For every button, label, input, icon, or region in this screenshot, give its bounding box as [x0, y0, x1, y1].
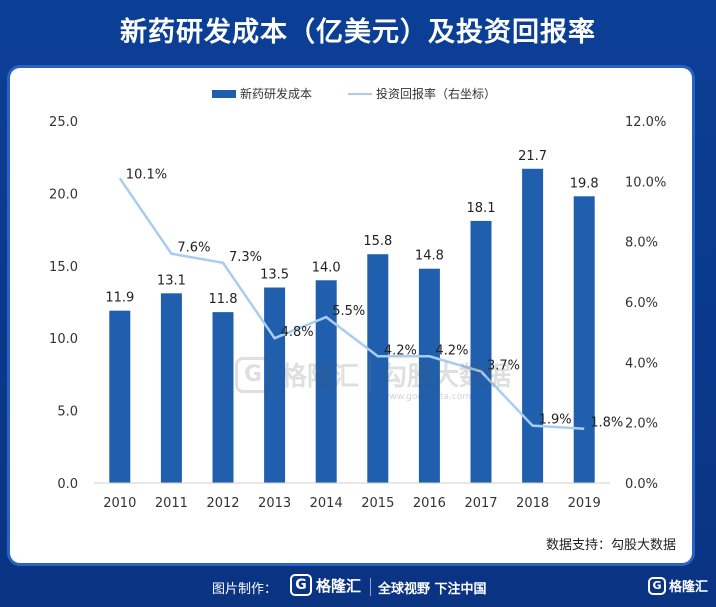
footer-divider — [370, 578, 371, 596]
line-data-label: 4.8% — [281, 325, 314, 340]
y2-tick-label: 6.0% — [625, 296, 658, 311]
corner-logo: G 格隆汇 — [647, 576, 708, 595]
legend-line-label: 投资回报率（右坐标） — [376, 86, 496, 101]
x-tick-label: 2011 — [155, 496, 188, 511]
bar-data-label: 15.8 — [363, 234, 392, 249]
bar-data-label: 21.7 — [518, 149, 547, 164]
x-tick-label: 2013 — [258, 496, 291, 511]
roi-line — [118, 177, 585, 430]
line-data-label: 4.2% — [384, 343, 417, 358]
bar-data-label: 11.8 — [209, 292, 238, 307]
watermark-url: www.gogudata.com — [382, 392, 472, 402]
chart-svg: 新药研发成本 投资回报率（右坐标） 0.0 5.0 10.0 15.0 20.0 25.0 0.… — [49, 86, 666, 511]
x-tick-label: 2016 — [413, 496, 446, 511]
corner-logo-icon: G — [647, 576, 666, 595]
slogan: 全球视野 下注中国 — [378, 582, 487, 597]
y2-tick-label: 2.0% — [625, 417, 658, 432]
bar — [418, 268, 440, 483]
y2-tick-label: 10.0% — [625, 175, 666, 190]
corner-logo-text: 格隆汇 — [668, 580, 708, 595]
x-tick-label: 2017 — [464, 496, 497, 511]
gelonghui-logo: G 格隆汇 — [290, 574, 361, 596]
bar-data-label: 19.8 — [570, 176, 599, 191]
y-tick-label: 5.0 — [57, 405, 78, 420]
line-data-label: 3.7% — [487, 358, 520, 373]
bar — [315, 280, 337, 483]
line-data-label: 5.5% — [332, 304, 365, 319]
watermark-divider — [369, 357, 372, 392]
y-tick-label: 15.0 — [49, 260, 78, 275]
bar-data-label: 13.5 — [260, 268, 289, 283]
y-tick-label: 20.0 — [49, 187, 78, 202]
bar — [522, 168, 544, 483]
chart-panel: 新药研发成本 投资回报率（右坐标） 0.0 5.0 10.0 15.0 20.0 25.0 0.… — [10, 68, 692, 563]
line-data-label: 4.2% — [435, 343, 468, 358]
data-source: 数据支持：勾股大数据 — [545, 538, 676, 553]
line-data-label: 1.9% — [539, 413, 572, 428]
x-tick-label: 2010 — [103, 496, 136, 511]
made-by-label: 图片制作： — [212, 582, 278, 597]
watermark: G 格隆汇 勾股大数据 — [235, 356, 511, 393]
line-data-label: 7.3% — [229, 250, 262, 265]
bar-data-label: 13.1 — [157, 273, 186, 288]
footer: 图片制作： G 格隆汇 全球视野 下注中国 G 格隆汇 — [0, 568, 716, 607]
watermark-left-text: 格隆汇 — [281, 362, 360, 392]
line-data-label: 1.8% — [590, 416, 623, 431]
legend-bar-swatch — [212, 90, 236, 98]
gelonghui-logo-icon: G — [290, 574, 312, 596]
bar — [160, 293, 182, 483]
y2-tick-label: 0.0% — [625, 477, 658, 492]
line-data-label: 10.1% — [126, 167, 167, 182]
watermark-logo-icon: G — [235, 356, 271, 393]
y-tick-label: 10.0 — [49, 332, 78, 347]
chart-title: 新药研发成本（亿美元）及投资回报率 — [120, 17, 596, 48]
x-tick-label: 2019 — [568, 496, 601, 511]
x-tick-label: 2015 — [361, 496, 394, 511]
bar-data-label: 14.8 — [415, 249, 444, 264]
bar — [212, 312, 234, 483]
bar — [109, 310, 131, 483]
bar-data-label: 11.9 — [105, 291, 134, 306]
y-tick-label: 0.0 — [57, 477, 78, 492]
y-tick-label: 25.0 — [49, 115, 78, 130]
line-data-label: 7.6% — [177, 241, 210, 256]
x-tick-label: 2014 — [310, 496, 343, 511]
y2-tick-label: 8.0% — [625, 236, 658, 251]
bar-data-label: 14.0 — [312, 260, 341, 275]
bar — [470, 220, 492, 484]
watermark-right-text: 勾股大数据 — [381, 362, 512, 392]
y2-tick-label: 12.0% — [625, 115, 666, 130]
x-tick-label: 2018 — [516, 496, 549, 511]
legend-bar-label: 新药研发成本 — [240, 86, 312, 101]
x-tick-label: 2012 — [206, 496, 239, 511]
bar — [367, 254, 389, 483]
y2-tick-label: 4.0% — [625, 356, 658, 371]
bar — [573, 196, 595, 483]
bar-data-label: 18.1 — [467, 201, 496, 216]
logo-text: 格隆汇 — [316, 576, 362, 595]
